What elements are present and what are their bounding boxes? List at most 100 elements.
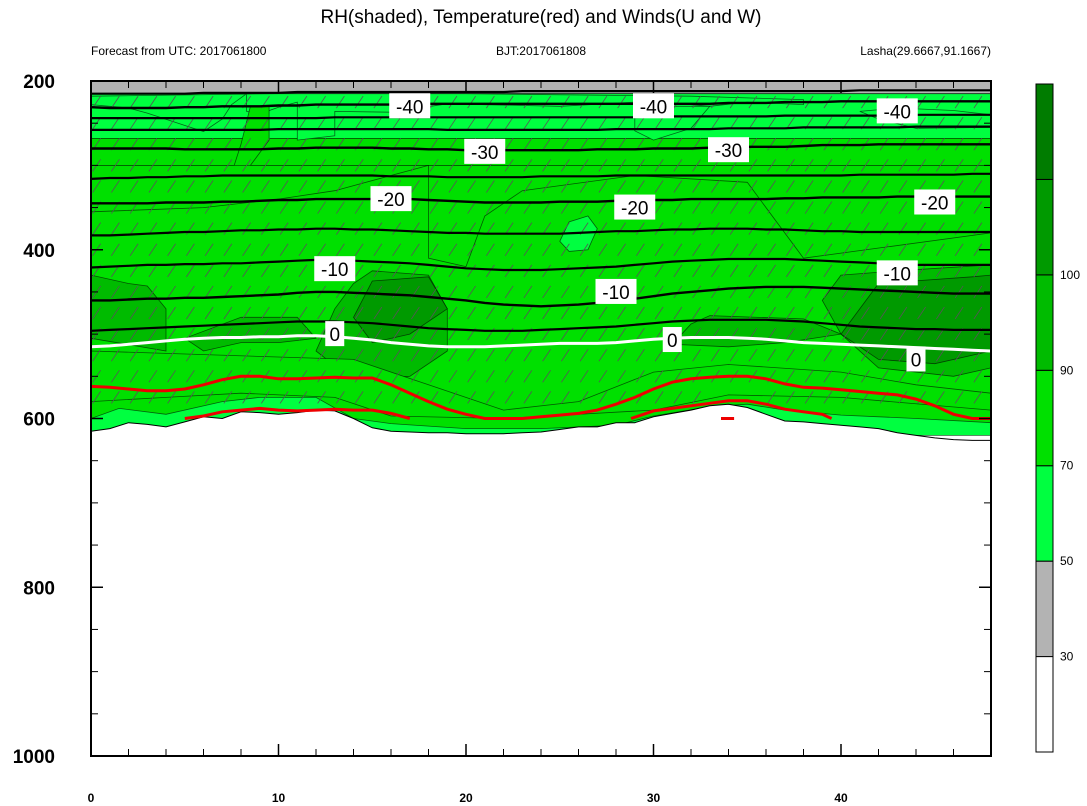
wind-barb: [748, 348, 758, 362]
wind-barb: [729, 116, 739, 130]
wind-barb: [617, 95, 626, 109]
wind-barb: [804, 306, 814, 320]
wind-barb: [261, 306, 270, 320]
wind-barb: [336, 95, 345, 109]
contour-label: -30: [471, 143, 498, 164]
wind-barb: [673, 391, 683, 404]
wind-barb: [579, 285, 589, 299]
contour-label-box: [708, 137, 749, 163]
wind-barb: [373, 116, 383, 130]
wind-barb: [504, 95, 514, 109]
y-tick-label: 1000: [13, 747, 55, 768]
wind-barb: [711, 348, 720, 362]
wind-barb: [767, 243, 776, 256]
wind-barb: [111, 370, 120, 383]
colorbar: 30 50 70 90 100: [1035, 83, 1080, 753]
rh-region-70-2: [91, 137, 991, 166]
wind-barb: [786, 306, 795, 320]
isotherm-line-4: [91, 227, 991, 237]
wind-barb: [617, 222, 626, 235]
wind-barb: [786, 391, 795, 404]
isotherm-line-5: [91, 257, 991, 272]
wind-barb: [636, 222, 645, 235]
wind-barb: [298, 180, 308, 193]
wind-barb: [242, 159, 251, 172]
wind-barb: [317, 95, 326, 109]
wind-barb: [298, 327, 308, 341]
wind-barb: [767, 201, 776, 214]
temperature-layer: [91, 374, 991, 420]
contour-label-box: [389, 93, 431, 119]
wind-barb: [523, 306, 533, 320]
wind-barb: [467, 201, 476, 214]
wind-barb: [954, 370, 964, 383]
wind-barb: [786, 348, 795, 362]
wind-barb: [448, 370, 458, 383]
wind-barb: [973, 370, 983, 383]
wind-barb: [411, 370, 420, 383]
wind-barb: [579, 348, 589, 362]
wind-barb: [673, 159, 683, 172]
wind-barb: [317, 391, 326, 404]
wind-barb: [617, 327, 626, 341]
wind-barb: [861, 285, 870, 299]
wind-barb: [392, 222, 401, 235]
wind-barb: [879, 180, 889, 193]
wind-barb: [242, 306, 251, 320]
wind-barb: [111, 180, 120, 193]
wind-barb: [186, 391, 195, 404]
wind-barb: [467, 243, 476, 256]
isotherm-line-6: [91, 318, 991, 332]
wind-barb: [654, 116, 664, 130]
wind-barb: [279, 327, 289, 341]
wind-barb: [467, 264, 476, 278]
wind-barb: [261, 348, 270, 362]
wind-barb: [636, 348, 645, 362]
wind-barb: [617, 243, 626, 256]
wind-barb: [336, 348, 345, 362]
wind-barb: [279, 391, 289, 404]
wind-barb: [729, 180, 739, 193]
wind-barb: [429, 348, 439, 362]
wind-barb: [654, 306, 664, 320]
contour-label-box: [633, 93, 674, 119]
wind-barb: [804, 348, 814, 362]
wind-barb: [617, 180, 626, 193]
wind-barb: [861, 327, 870, 341]
rh-shading-layer: [91, 81, 991, 756]
colorbar-label: 90: [1060, 363, 1074, 377]
subtitle-location: Lasha(29.6667,91.1667): [860, 44, 991, 58]
wind-barb: [936, 159, 945, 172]
wind-barb: [561, 180, 570, 193]
x-tick-label: 0: [88, 791, 95, 805]
wind-barb: [111, 391, 120, 404]
wind-barb: [429, 327, 439, 341]
wind-barb: [467, 285, 476, 299]
wind-barb: [242, 222, 251, 235]
wind-barb: [617, 348, 626, 362]
wind-barb: [579, 159, 589, 172]
wind-barb: [486, 285, 495, 299]
plot-area: -40 -40 -40 -30 -30 -20 -20 -20 -10 -10 -10 0 0 0: [91, 81, 991, 756]
wind-barb: [654, 243, 664, 256]
wind-barb: [504, 306, 514, 320]
wind-barb: [636, 285, 645, 299]
x-tick-label: 40: [834, 791, 848, 805]
wind-barb: [542, 180, 551, 193]
wind-barb: [561, 391, 570, 404]
wind-barb: [636, 370, 645, 383]
wind-barb: [636, 159, 645, 172]
wind-barb: [711, 306, 720, 320]
wind-barb: [279, 243, 289, 256]
wind-barb: [448, 285, 458, 299]
wind-barb: [804, 222, 814, 235]
wind-barb: [598, 116, 608, 130]
wind-barb: [673, 95, 683, 109]
wind-barb: [729, 243, 739, 256]
wind-barb: [279, 348, 289, 362]
wind-barb: [823, 201, 833, 214]
wind-barb: [542, 159, 551, 172]
wind-barb: [223, 222, 233, 235]
wind-barb: [767, 159, 776, 172]
wind-barb: [729, 306, 739, 320]
